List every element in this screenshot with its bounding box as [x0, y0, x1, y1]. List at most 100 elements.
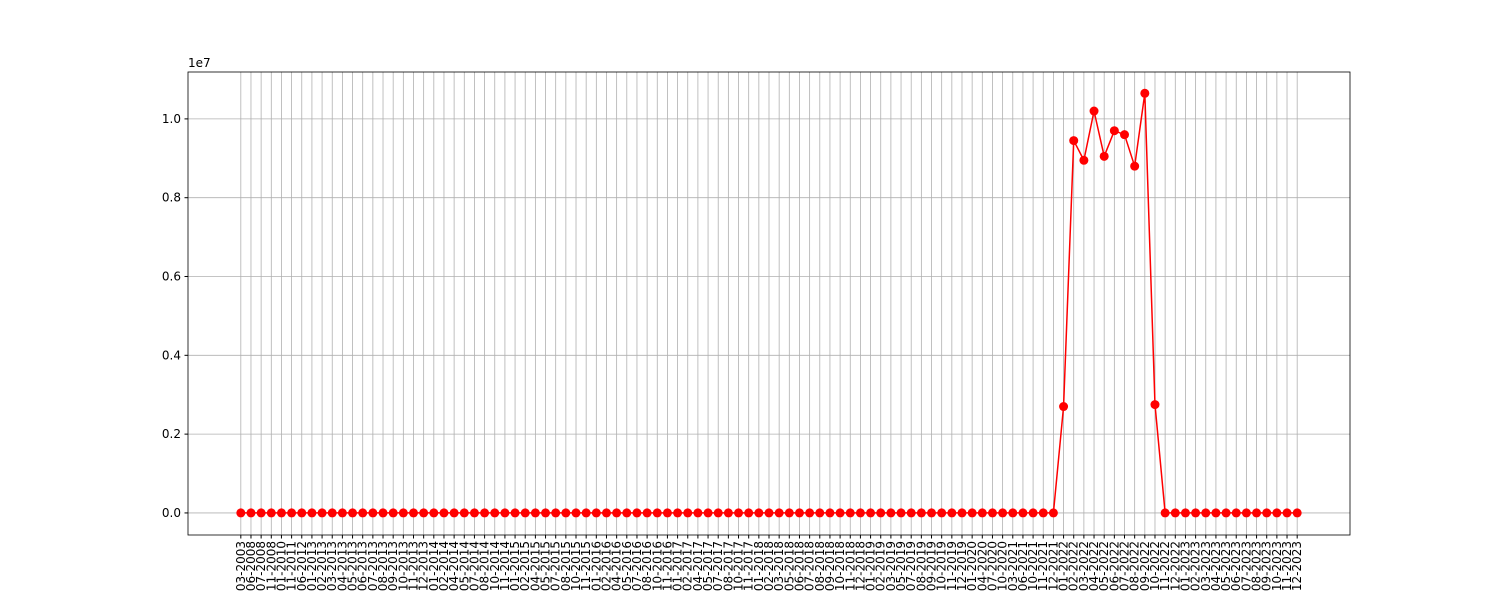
point	[845, 508, 855, 518]
point	[1282, 508, 1292, 518]
x-tick-label: 06-2012	[295, 541, 309, 591]
point	[1069, 136, 1079, 146]
x-tick-label: 08-2019	[914, 541, 928, 591]
y-tick-label: 0.8	[162, 191, 181, 205]
point	[1160, 508, 1170, 518]
point	[876, 508, 886, 518]
point	[1130, 161, 1140, 171]
x-tick-label: 04-2014	[447, 541, 461, 591]
x-tick-label: 01-2015	[508, 541, 522, 591]
y-tick-label: 0.4	[162, 348, 181, 362]
x-tick-label: 10-2013	[396, 541, 410, 591]
point	[886, 508, 896, 518]
point	[1272, 508, 1282, 518]
x-tick-label: 06-2022	[1107, 541, 1121, 591]
point	[612, 508, 622, 518]
x-tick-label: 07-2020	[985, 541, 999, 591]
point	[632, 508, 642, 518]
x-tick-label: 04-2017	[691, 541, 705, 591]
x-tick-label: 02-2016	[599, 541, 613, 591]
x-tick-label: 07-2016	[630, 541, 644, 591]
point	[408, 508, 418, 518]
x-tick-label: 10-2017	[732, 541, 746, 591]
point	[571, 508, 581, 518]
x-tick-label: 12-2021	[1046, 541, 1060, 591]
x-tick-label: 10-2019	[935, 541, 949, 591]
x-tick-label: 12-2023	[1290, 541, 1304, 591]
x-tick-label: 08-2016	[640, 541, 654, 591]
point	[266, 508, 276, 518]
x-tick-label: 11-2021	[1036, 541, 1050, 591]
x-tick-label: 11-2008	[264, 541, 278, 591]
point	[1241, 508, 1251, 518]
x-tick-label: 09-2019	[925, 541, 939, 591]
x-tick-label: 06-2013	[356, 541, 370, 591]
x-tick-label: 03-2023	[1199, 541, 1213, 591]
point	[673, 508, 683, 518]
x-tick-label: 10-2015	[569, 541, 583, 591]
point	[581, 508, 591, 518]
point	[449, 508, 459, 518]
x-tick-label: 07-2015	[549, 541, 563, 591]
point	[947, 508, 957, 518]
x-tick-label: 04-2015	[528, 541, 542, 591]
x-tick-label: 01-2016	[589, 541, 603, 591]
x-tick-label: 11-2016	[660, 541, 674, 591]
point	[378, 508, 388, 518]
x-tick-label: 06-2018	[792, 541, 806, 591]
x-tick-label: 02-2014	[437, 541, 451, 591]
x-tick-label: 07-2013	[366, 541, 380, 591]
x-tick-label: 07-2018	[803, 541, 817, 591]
point	[256, 508, 266, 518]
x-tick-label: 03-2013	[325, 541, 339, 591]
point	[1292, 508, 1302, 518]
x-tick-label: 08-2014	[478, 541, 492, 591]
point	[652, 508, 662, 518]
x-tick-label: 01-2018	[752, 541, 766, 591]
point	[987, 508, 997, 518]
x-tick-label: 05-2019	[894, 541, 908, 591]
x-tick-label: 12-2022	[1168, 541, 1182, 591]
x-tick-label: 09-2023	[1260, 541, 1274, 591]
point	[967, 508, 977, 518]
y-tick-label: 0.6	[162, 270, 181, 284]
point	[1028, 508, 1038, 518]
x-tick-label: 04-2016	[610, 541, 624, 591]
point	[236, 508, 246, 518]
point	[906, 508, 916, 518]
point	[815, 508, 825, 518]
point	[1048, 508, 1058, 518]
x-tick-label: 01-2020	[965, 541, 979, 591]
x-tick-label: 02-2013	[315, 541, 329, 591]
point	[1059, 402, 1069, 412]
x-tick-label: 03-2022	[1077, 541, 1091, 591]
x-tick-label: 05-2015	[539, 541, 553, 591]
point	[439, 508, 449, 518]
x-tick-label: 09-2022	[1138, 541, 1152, 591]
point	[520, 508, 530, 518]
point	[835, 508, 845, 518]
point	[459, 508, 469, 518]
point	[998, 508, 1008, 518]
point	[734, 508, 744, 518]
point	[977, 508, 987, 518]
x-tick-label: 10-2022	[1148, 541, 1162, 591]
point	[276, 508, 286, 518]
point	[1140, 88, 1150, 98]
x-tick-label: 10-2014	[488, 541, 502, 591]
point	[744, 508, 754, 518]
x-tick-label: 08-2023	[1250, 541, 1264, 591]
point	[916, 508, 926, 518]
x-tick-label: 03-2019	[884, 541, 898, 591]
point	[866, 508, 876, 518]
point	[1170, 508, 1180, 518]
point	[662, 508, 672, 518]
x-tick-label: 04-2022	[1087, 541, 1101, 591]
x-tick-label: 11-2019	[945, 541, 959, 591]
x-tick-label: 10-2021	[1026, 541, 1040, 591]
point	[1079, 155, 1089, 165]
x-tick-label: 06-2023	[1229, 541, 1243, 591]
x-tick-label: 02-2022	[1067, 541, 1081, 591]
x-tick-label: 12-2018	[853, 541, 867, 591]
x-tick-label: 02-2017	[681, 541, 695, 591]
